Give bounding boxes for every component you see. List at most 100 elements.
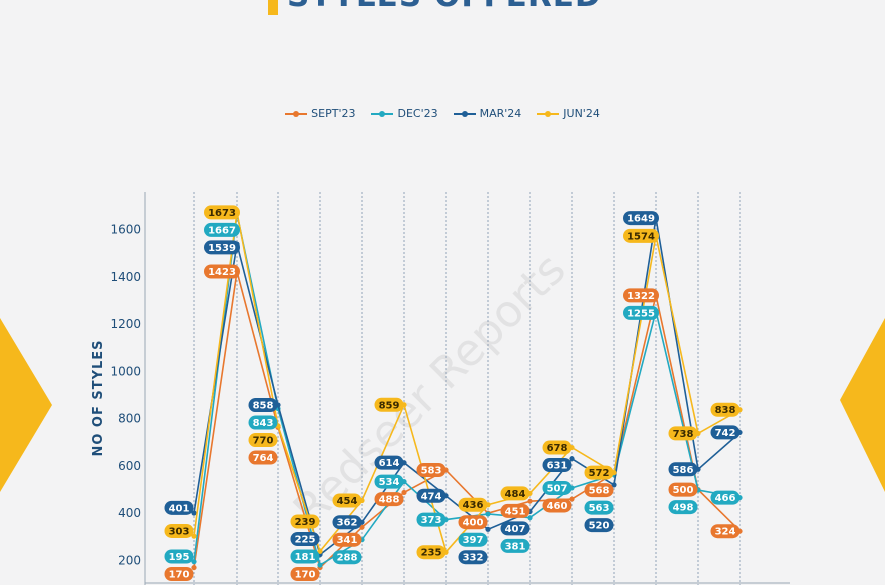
data-label-bg: [500, 486, 530, 501]
data-label: 488: [379, 495, 400, 506]
data-label: 381: [505, 541, 526, 552]
data-label-bg: [248, 450, 278, 465]
data-label-bg: [290, 549, 320, 564]
data-label: 1649: [627, 214, 655, 225]
data-label-bg: [584, 500, 614, 515]
data-label: 170: [295, 570, 316, 581]
data-label: 1423: [208, 267, 236, 278]
data-label: 466: [715, 493, 736, 504]
legend-label: JUN'24: [563, 107, 600, 120]
data-label: 407: [505, 524, 526, 535]
legend-item: DEC'23: [371, 107, 438, 120]
data-label-bg: [204, 222, 240, 237]
data-label: 1673: [208, 208, 236, 219]
data-label-bg: [416, 512, 446, 527]
data-point: [569, 456, 575, 462]
data-label-bg: [710, 524, 740, 539]
data-label: 225: [295, 535, 316, 546]
legend-item: MAR'24: [453, 107, 521, 120]
data-label: 362: [337, 518, 358, 529]
data-label: 373: [421, 515, 442, 526]
data-label: 770: [253, 436, 274, 447]
data-label-bg: [458, 515, 488, 530]
data-label: 563: [589, 503, 610, 514]
data-point: [317, 562, 323, 568]
right-accent-shape: [840, 318, 885, 492]
data-label-bg: [164, 523, 194, 538]
data-label-bg: [204, 240, 240, 255]
data-label-bg: [204, 264, 240, 279]
data-label-bg: [500, 538, 530, 553]
data-label-bg: [248, 415, 278, 430]
y-tick-label: 1400: [110, 270, 141, 284]
data-label-bg: [623, 305, 659, 320]
data-point: [485, 526, 491, 532]
data-label-bg: [458, 497, 488, 512]
data-label-bg: [668, 426, 698, 441]
data-label-bg: [584, 465, 614, 480]
data-label: 764: [253, 453, 274, 464]
data-label-bg: [500, 521, 530, 536]
data-label: 500: [673, 485, 694, 496]
data-label-bg: [164, 567, 194, 581]
data-point: [191, 533, 197, 539]
data-label: 401: [169, 503, 190, 514]
data-label-bg: [623, 288, 659, 303]
data-label-bg: [668, 462, 698, 477]
data-label-bg: [332, 532, 362, 547]
data-label: 572: [589, 468, 610, 479]
data-label-bg: [332, 515, 362, 530]
y-tick-label: 1200: [110, 317, 141, 331]
data-label-bg: [542, 440, 572, 455]
data-label: 400: [463, 518, 484, 529]
y-tick-label: 800: [118, 412, 141, 426]
data-label: 288: [337, 553, 358, 564]
data-label: 498: [673, 503, 694, 514]
data-label: 520: [589, 521, 610, 532]
data-point: [485, 511, 491, 517]
data-label: 614: [379, 458, 400, 469]
y-tick-label: 600: [118, 459, 141, 473]
data-point: [401, 489, 407, 496]
data-label-bg: [164, 549, 194, 564]
data-label-bg: [710, 490, 740, 505]
data-label-bg: [416, 488, 446, 503]
data-label: 436: [463, 500, 484, 511]
data-label: 474: [421, 491, 442, 502]
data-label: 1322: [627, 291, 655, 302]
legend-item: SEPT'23: [285, 107, 355, 120]
data-label: 738: [673, 429, 694, 440]
y-tick-label: 400: [118, 506, 141, 520]
y-axis-label: NO OF STYLES: [91, 339, 106, 456]
data-label: 235: [421, 548, 442, 559]
legend-swatch: [453, 109, 476, 119]
data-label-bg: [458, 550, 488, 565]
data-label: 1667: [208, 225, 236, 236]
legend-swatch: [537, 109, 560, 119]
data-label: 859: [379, 400, 400, 411]
data-label: 507: [547, 483, 568, 494]
data-point: [569, 496, 575, 502]
data-label-bg: [290, 532, 320, 546]
legend-swatch: [371, 109, 394, 119]
data-label: 843: [253, 418, 274, 429]
data-label: 1255: [627, 308, 655, 319]
data-label: 586: [673, 465, 694, 476]
legend-label: SEPT'23: [311, 107, 356, 120]
data-label: 397: [463, 535, 484, 546]
page-title: STYLES OFFERED: [287, 0, 602, 14]
data-label-bg: [290, 514, 320, 529]
data-label: 460: [547, 501, 568, 512]
data-label-bg: [710, 425, 740, 440]
data-label-bg: [458, 532, 488, 547]
data-label: 324: [715, 527, 736, 538]
data-label-bg: [290, 567, 320, 581]
left-accent-shape: [0, 318, 52, 492]
data-label-bg: [710, 402, 740, 417]
data-label: 181: [295, 552, 316, 563]
data-label-bg: [542, 498, 572, 513]
data-point: [191, 510, 197, 516]
chart-legend: SEPT'23 DEC'23 MAR'24 JUN'24: [0, 107, 885, 120]
